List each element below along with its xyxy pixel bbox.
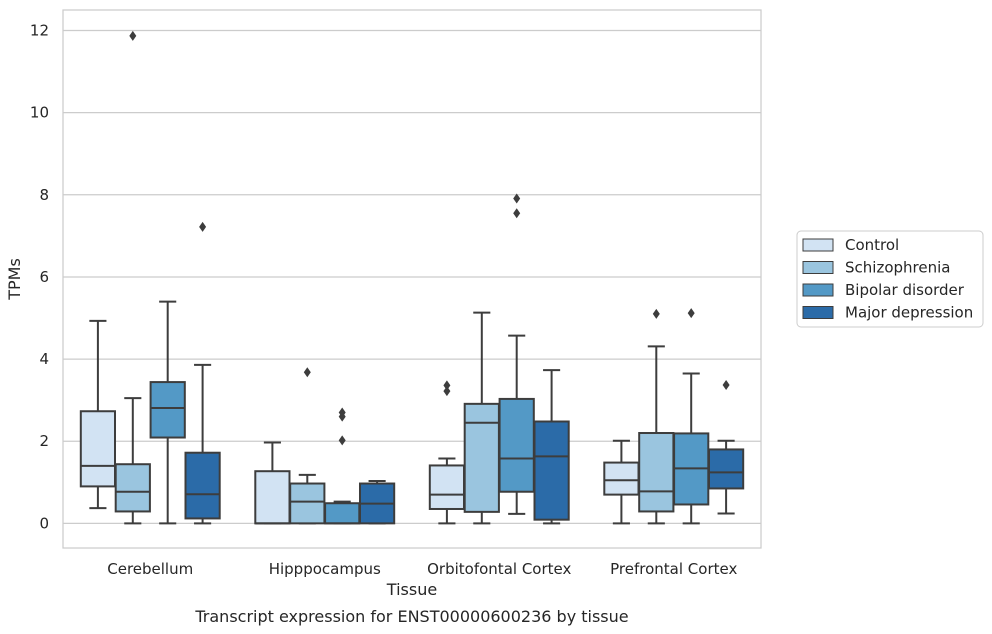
- box-group: [79, 319, 117, 510]
- legend-label: Major depression: [845, 304, 973, 322]
- outlier-point: [443, 386, 451, 397]
- boxes-layer: [79, 30, 745, 525]
- y-tick-label: 0: [39, 514, 49, 532]
- y-tick-label: 6: [39, 268, 49, 286]
- box-group: [498, 193, 535, 515]
- legend: Control Schizophrenia Bipolar disorder Majo…: [796, 230, 984, 328]
- legend-swatch: [802, 283, 834, 297]
- outlier-point: [443, 380, 451, 391]
- x-tick-label: Orbitofontal Cortex: [427, 560, 571, 578]
- outlier-point: [722, 379, 730, 390]
- box: [254, 470, 291, 525]
- box-group: [324, 407, 361, 525]
- legend-swatch: [802, 261, 834, 274]
- y-tick-label: 2: [39, 432, 49, 450]
- box: [463, 402, 500, 513]
- box-group: [533, 369, 570, 525]
- legend-label: Schizophrenia: [845, 259, 950, 277]
- legend-label: Control: [845, 236, 899, 254]
- x-axis-label: Tissue: [386, 580, 437, 599]
- legend-swatch: [802, 306, 834, 319]
- y-tick-labels: 0 2 4 6 8 10 12: [30, 22, 49, 533]
- box: [498, 397, 535, 493]
- x-tick-labels: Cerebellum Hipppocampus Orbitofontal Corte…: [107, 560, 737, 578]
- box-group: [673, 308, 710, 525]
- box-group: [463, 311, 500, 525]
- box-group: [638, 308, 675, 525]
- outlier-point: [513, 193, 521, 204]
- y-tick-label: 8: [39, 186, 49, 204]
- outlier-point: [303, 367, 311, 378]
- plot-area-frame: [62, 9, 762, 549]
- y-tick-label: 12: [30, 22, 49, 40]
- box-group: [289, 367, 326, 525]
- box: [114, 463, 151, 513]
- box: [428, 464, 466, 510]
- outlier-point: [652, 308, 660, 319]
- box-group: [707, 379, 745, 515]
- x-tick-label: Hipppocampus: [269, 560, 381, 578]
- grid-lines: [63, 29, 761, 524]
- y-tick-label: 10: [30, 104, 49, 122]
- y-axis-label: TPMs: [5, 258, 24, 301]
- box-group: [254, 441, 291, 525]
- y-tick-label: 4: [39, 350, 49, 368]
- box-group: [114, 30, 151, 525]
- x-tick-label: Cerebellum: [107, 560, 193, 578]
- box: [79, 410, 117, 488]
- box: [149, 381, 186, 439]
- outlier-point: [513, 208, 521, 219]
- box: [324, 502, 361, 525]
- box: [289, 482, 326, 525]
- box-group: [603, 439, 640, 525]
- box: [603, 461, 640, 496]
- box-group: [358, 480, 396, 525]
- box: [533, 420, 570, 521]
- box: [707, 448, 745, 490]
- box-group: [184, 221, 221, 525]
- outlier-point: [129, 30, 137, 41]
- legend-frame: [796, 230, 984, 328]
- box: [638, 432, 675, 513]
- box-group: [149, 300, 186, 525]
- box-group: [428, 380, 466, 525]
- legend-swatch: [802, 238, 834, 252]
- legend-label: Bipolar disorder: [845, 281, 965, 299]
- box: [184, 451, 221, 520]
- x-tick-label: Prefrontal Cortex: [610, 560, 737, 578]
- outlier-point: [687, 308, 695, 319]
- outlier-point: [338, 407, 346, 418]
- figure-caption: Transcript expression for ENST0000060023…: [194, 607, 628, 626]
- outlier-point: [199, 221, 207, 232]
- outlier-point: [338, 435, 346, 446]
